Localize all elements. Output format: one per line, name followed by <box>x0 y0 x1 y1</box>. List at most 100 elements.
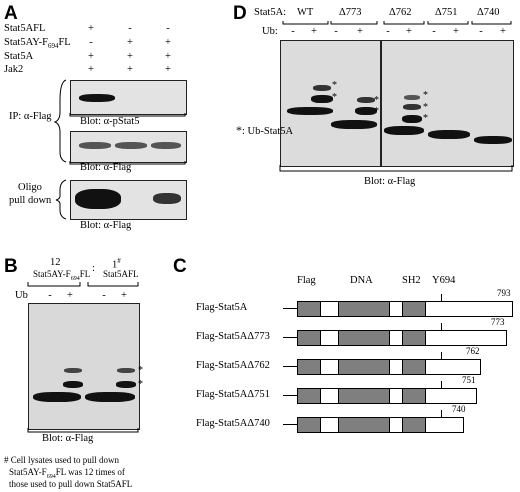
blot-band <box>115 142 147 149</box>
panel-d-star: * <box>332 92 337 103</box>
panel-b-ub-mark: - <box>48 290 52 301</box>
panel-d-ub-mark: + <box>406 26 412 37</box>
blot-band <box>116 381 136 388</box>
construct-connector <box>283 308 297 309</box>
panel-d-ub-mark: - <box>291 26 295 37</box>
construct-connector <box>283 424 297 425</box>
flag-domain <box>297 359 321 375</box>
panel-d-blot-right <box>381 40 514 167</box>
panel-d-group-label: Δ751 <box>435 7 458 18</box>
panel-d-stat-label: Stat5A: <box>254 7 287 18</box>
blot-band <box>64 368 82 373</box>
panel-a-mark: + <box>88 23 94 34</box>
blot-band <box>153 193 181 204</box>
blot-band <box>79 94 115 102</box>
panel-a-mark: - <box>89 37 93 48</box>
panel-d-ub-mark: + <box>500 26 506 37</box>
construct-length: 793 <box>497 288 511 298</box>
panel-c-sh2-label: SH2 <box>402 275 421 286</box>
construct-connector <box>283 366 297 367</box>
sh2-domain <box>402 417 426 433</box>
construct-name: Flag-Stat5AΔ773 <box>196 331 270 342</box>
blot-band <box>357 97 375 103</box>
dna-domain <box>338 301 390 317</box>
blot-band <box>311 95 333 103</box>
panel-b-ub-mark: + <box>67 290 73 301</box>
panel-c-dna-label: DNA <box>350 275 373 286</box>
panel-a-pulldown-label: pull down <box>9 195 52 206</box>
construct-length: 751 <box>462 375 476 385</box>
y694-tick <box>441 352 442 359</box>
y694-tick <box>441 410 442 417</box>
panel-d-ub-mark: - <box>479 26 483 37</box>
panel-a-mark: - <box>128 23 132 34</box>
construct-name: Flag-Stat5AΔ740 <box>196 418 270 429</box>
blot-band <box>402 115 422 123</box>
panel-c-flag-label: Flag <box>297 275 316 286</box>
panel-a-letter: A <box>4 3 18 24</box>
panel-a-row-label-stat5a: Stat5A <box>4 51 34 62</box>
dna-domain <box>338 388 390 404</box>
blot-band <box>331 120 377 129</box>
panel-b-group1-name: Stat5AY-F694FL <box>33 269 91 282</box>
panel-d-group-label: WT <box>297 7 314 18</box>
panel-b-ub-label: Ub <box>15 290 28 301</box>
blot-band <box>474 136 512 144</box>
panel-a-blot2-caption: Blot: α-Flag <box>80 162 132 173</box>
panel-a-blot-pstat5 <box>70 80 187 115</box>
panel-d-letter: D <box>233 3 247 24</box>
flag-domain <box>297 330 321 346</box>
panel-b-star: * <box>138 365 143 376</box>
panel-a-mark: - <box>166 23 170 34</box>
panel-a-mark: + <box>88 51 94 62</box>
y694-tick <box>441 294 442 301</box>
panel-d-blot-left <box>280 40 381 167</box>
panel-a-blot-oligo <box>70 180 187 220</box>
y694-tick <box>441 323 442 330</box>
blot-band <box>287 107 333 115</box>
blot-band <box>151 142 181 149</box>
panel-b-blot-caption: Blot: α-Flag <box>42 433 94 444</box>
sh2-domain <box>402 359 426 375</box>
blot-band <box>63 381 83 388</box>
panel-a-row-label-stat5ay: Stat5AY-F694FL <box>4 37 71 51</box>
dna-domain <box>338 359 390 375</box>
panel-d-star: * <box>332 80 337 91</box>
panel-d-legend: *: Ub-Stat5A <box>236 123 294 137</box>
panel-b-group2-number: 1# <box>112 257 121 271</box>
panel-d-ub-mark: + <box>311 26 317 37</box>
panel-d-ub-mark: + <box>357 26 363 37</box>
panel-b-footnote-3: those used to pull down Stat5AFL <box>9 479 133 489</box>
panel-d-ub-mark: - <box>334 26 338 37</box>
flag-domain <box>297 388 321 404</box>
panel-a-mark: + <box>165 64 171 75</box>
panel-b-separator: : <box>92 263 95 274</box>
blot-band <box>313 85 331 91</box>
blot-band <box>403 104 421 110</box>
panel-a-row-label-jak2: Jak2 <box>4 64 24 75</box>
construct-name: Flag-Stat5A <box>196 302 248 313</box>
panel-b-blot <box>28 303 140 430</box>
panel-c-letter: C <box>173 256 187 277</box>
construct-connector <box>283 395 297 396</box>
panel-a-blot3-caption: Blot: α-Flag <box>80 220 132 231</box>
panel-b-ub-mark: - <box>102 290 106 301</box>
panel-b-footnote-2: Stat5AY-F694FL was 12 times of <box>9 467 125 480</box>
blot-band <box>384 126 424 135</box>
blot-band <box>117 368 135 373</box>
panel-a-blot-flag <box>70 131 187 163</box>
panel-c-y694-label: Y694 <box>432 275 456 286</box>
panel-d-star: * <box>423 102 428 113</box>
panel-b-star: * <box>138 379 143 390</box>
panel-d-star: * <box>423 90 428 101</box>
blot-band <box>428 130 470 139</box>
panel-b-group1-number: 12 <box>50 257 61 268</box>
panel-d-blot-caption: Blot: α-Flag <box>364 176 416 187</box>
sh2-domain <box>402 388 426 404</box>
blot-band <box>79 142 111 149</box>
construct-length: 773 <box>491 317 505 327</box>
blot-band <box>355 107 377 115</box>
blot-band <box>85 392 135 402</box>
blot-band <box>33 392 81 402</box>
